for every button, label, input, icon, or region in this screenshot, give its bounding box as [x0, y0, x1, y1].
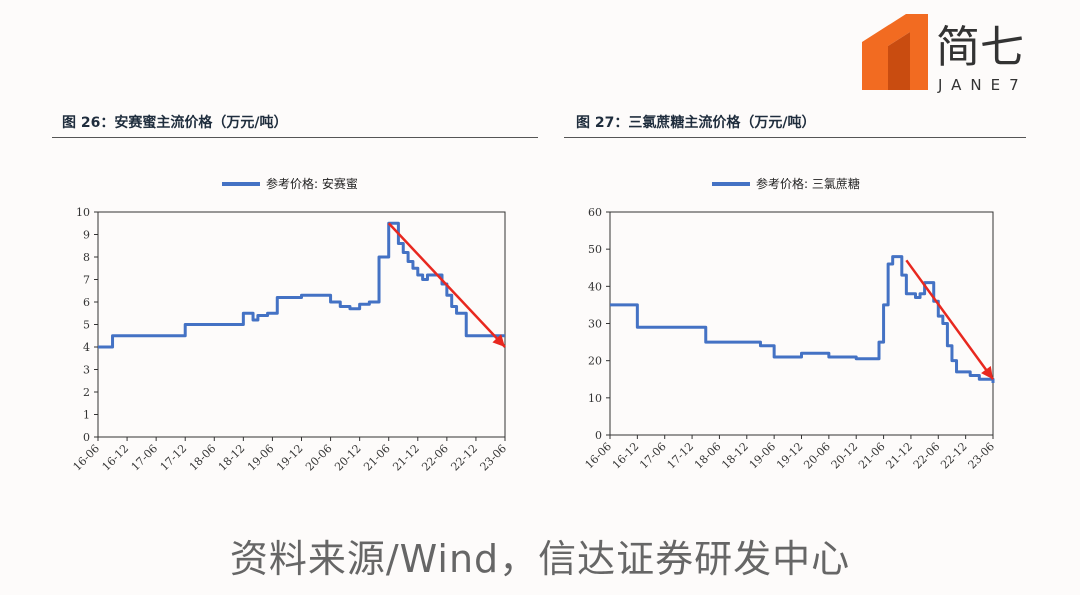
- trend-arrow-line: [387, 222, 506, 348]
- series-line: [610, 255, 995, 383]
- brand-mark-icon: 简七 JANE7: [862, 14, 1028, 94]
- plot-frame: [609, 211, 994, 436]
- brand-logo: 简七 JANE7: [858, 10, 1048, 95]
- x-tick-label: 16-12: [610, 440, 642, 472]
- y-tick-label: 10: [588, 392, 602, 405]
- y-tick-label: 0: [83, 431, 90, 444]
- x-tick-label: 18-12: [719, 440, 751, 472]
- y-tick-label: 40: [588, 280, 602, 293]
- y-tick-label: 20: [588, 355, 602, 368]
- x-tick-label: 21-06: [856, 440, 888, 472]
- trend-arrow-head: [981, 366, 993, 380]
- chart-svg-1: 01234567891016-0616-1217-0617-1218-0618-…: [71, 176, 510, 474]
- legend-label: 参考价格: 三氯蔗糖: [756, 176, 860, 191]
- source-note: 资料来源/Wind，信达证券研发中心: [229, 537, 851, 581]
- trend-arrow-line: [905, 259, 995, 380]
- y-tick-label: 9: [83, 229, 90, 242]
- brand-name-cn: 简七: [936, 22, 1024, 73]
- y-tick-label: 7: [83, 274, 90, 287]
- x-tick-label: 20-12: [829, 440, 861, 472]
- y-tick-label: 1: [83, 409, 90, 422]
- series-line: [98, 221, 505, 349]
- x-tick-label: 23-06: [966, 440, 998, 472]
- y-tick-label: 4: [83, 341, 90, 354]
- chart-svg-2: 0 10 20 30 40 50 60 16-0616-1217-0617-1218-0618…: [583, 176, 998, 472]
- chart-title: 图 26：安赛蜜主流价格（万元/吨）: [62, 115, 288, 131]
- y-tick-label: 0: [595, 429, 602, 442]
- x-tick-label: 18-06: [692, 440, 724, 472]
- legend-label: 参考价格: 安赛蜜: [266, 176, 358, 191]
- y-tick-label: 2: [83, 386, 90, 399]
- x-tick-label: 20-06: [801, 440, 833, 472]
- trend-arrow-head: [492, 334, 505, 347]
- y-tick-label: 30: [588, 318, 602, 331]
- y-tick-label: 5: [83, 319, 90, 332]
- y-tick-label: 60: [588, 206, 602, 219]
- x-tick-label: 22-12: [938, 440, 970, 472]
- x-tick-label: 17-06: [637, 440, 669, 472]
- x-tick-label: 19-06: [747, 440, 779, 472]
- y-tick-label: 50: [588, 243, 602, 256]
- y-tick-label: 6: [83, 296, 90, 309]
- x-tick-label: 17-12: [665, 440, 697, 472]
- y-tick-label: 10: [76, 206, 90, 219]
- x-tick-label: 16-06: [583, 440, 615, 472]
- x-tick-label: 22-06: [911, 440, 943, 472]
- y-tick-label: 8: [83, 251, 90, 264]
- y-tick-label: 3: [83, 364, 90, 377]
- brand-name-en: JANE7: [937, 76, 1028, 94]
- title-rule: [564, 137, 1026, 138]
- chart-title: 图 27：三氯蔗糖主流价格（万元/吨）: [576, 115, 816, 131]
- x-tick-label: 21-12: [883, 440, 915, 472]
- title-rule: [52, 137, 538, 138]
- x-tick-label: 19-12: [774, 440, 806, 472]
